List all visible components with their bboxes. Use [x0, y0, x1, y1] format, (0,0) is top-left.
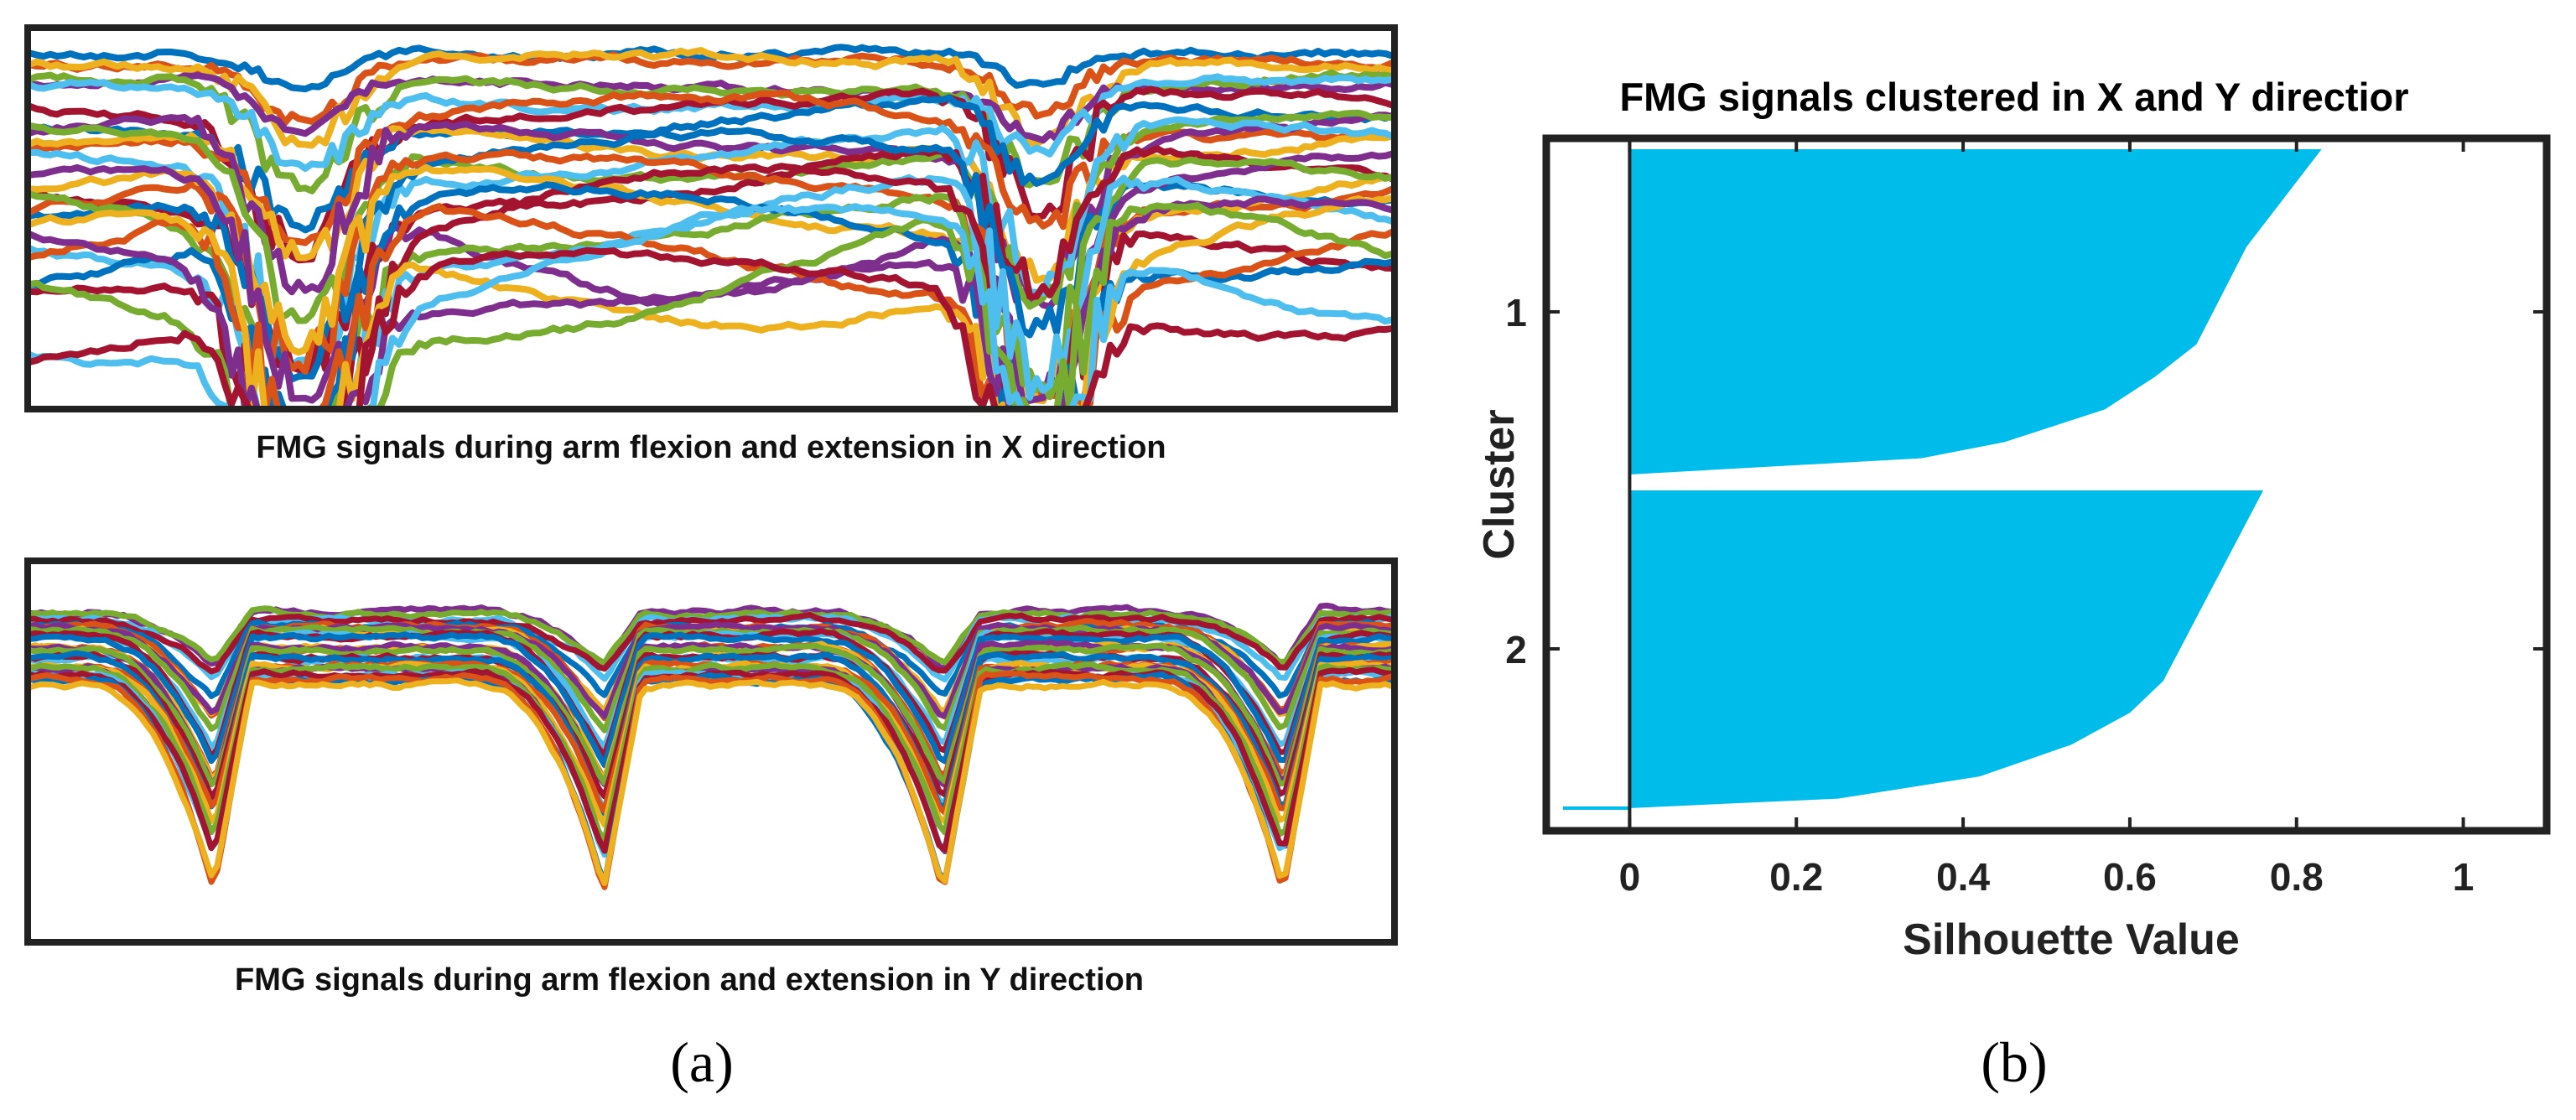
y-direction-series-23 [28, 661, 1394, 844]
silhouette-title: FMG signals clustered in X and Y directi… [1619, 75, 2408, 119]
x-tick-label: 1 [2453, 855, 2475, 899]
y-direction-series-16 [28, 642, 1394, 788]
y-tick-label: 1 [1505, 291, 1527, 334]
silhouette-cluster-1 [1629, 149, 2322, 474]
x-direction-series-21 [28, 163, 1394, 409]
panel-a-label: (a) [670, 1030, 733, 1094]
x-tick-label: 0.4 [1936, 855, 1990, 899]
x-tick-label: 0.8 [2270, 855, 2324, 899]
y-direction-series-12 [28, 631, 1394, 769]
x-direction-lines [28, 44, 1394, 409]
silhouette-areas [1562, 149, 2322, 810]
silhouette-plot: 0 0.2 0.4 0.6 0.8 1 1 2 [1505, 134, 2551, 899]
plot-y-direction [24, 557, 1398, 946]
y-direction-series-28 [28, 677, 1394, 886]
x-direction-series-26 [28, 201, 1394, 409]
x-direction-series-17 [28, 163, 1394, 405]
plot-x-direction [24, 24, 1398, 412]
x-direction-caption: FMG signals during arm flexion and exten… [256, 430, 1166, 465]
y-tick-label: 2 [1505, 628, 1527, 671]
y-direction-series-2 [28, 605, 1394, 666]
x-direction-series-27 [28, 203, 1394, 409]
x-direction-series-12 [28, 109, 1394, 324]
silhouette-frame [1542, 134, 2551, 835]
x-direction-series-11 [28, 111, 1394, 310]
x-tick-label: 0.2 [1769, 855, 1823, 899]
y-direction-lines [28, 602, 1394, 890]
x-tick-label: 0 [1619, 855, 1641, 899]
silhouette-cluster-2 [1629, 490, 2263, 808]
panel-b-label: (b) [1981, 1030, 2047, 1094]
silhouette-negative-tail [1562, 806, 1630, 810]
x-direction-frame [24, 24, 1398, 412]
x-direction-series-8 [28, 94, 1394, 234]
x-tick-label: 0.6 [2103, 855, 2157, 899]
y-direction-series-19 [28, 650, 1394, 817]
y-axis-label: Cluster [1475, 409, 1524, 559]
x-direction-series-23 [28, 203, 1394, 409]
silhouette-ticks: 0 0.2 0.4 0.6 0.8 1 1 2 [1505, 138, 2547, 899]
y-direction-frame [24, 557, 1398, 946]
x-direction-series-28 [28, 246, 1394, 409]
y-direction-series-4 [28, 611, 1394, 675]
x-axis-label: Silhouette Value [1903, 915, 2240, 964]
x-direction-series-3 [28, 47, 1394, 149]
y-direction-caption: FMG signals during arm flexion and exten… [235, 962, 1144, 998]
